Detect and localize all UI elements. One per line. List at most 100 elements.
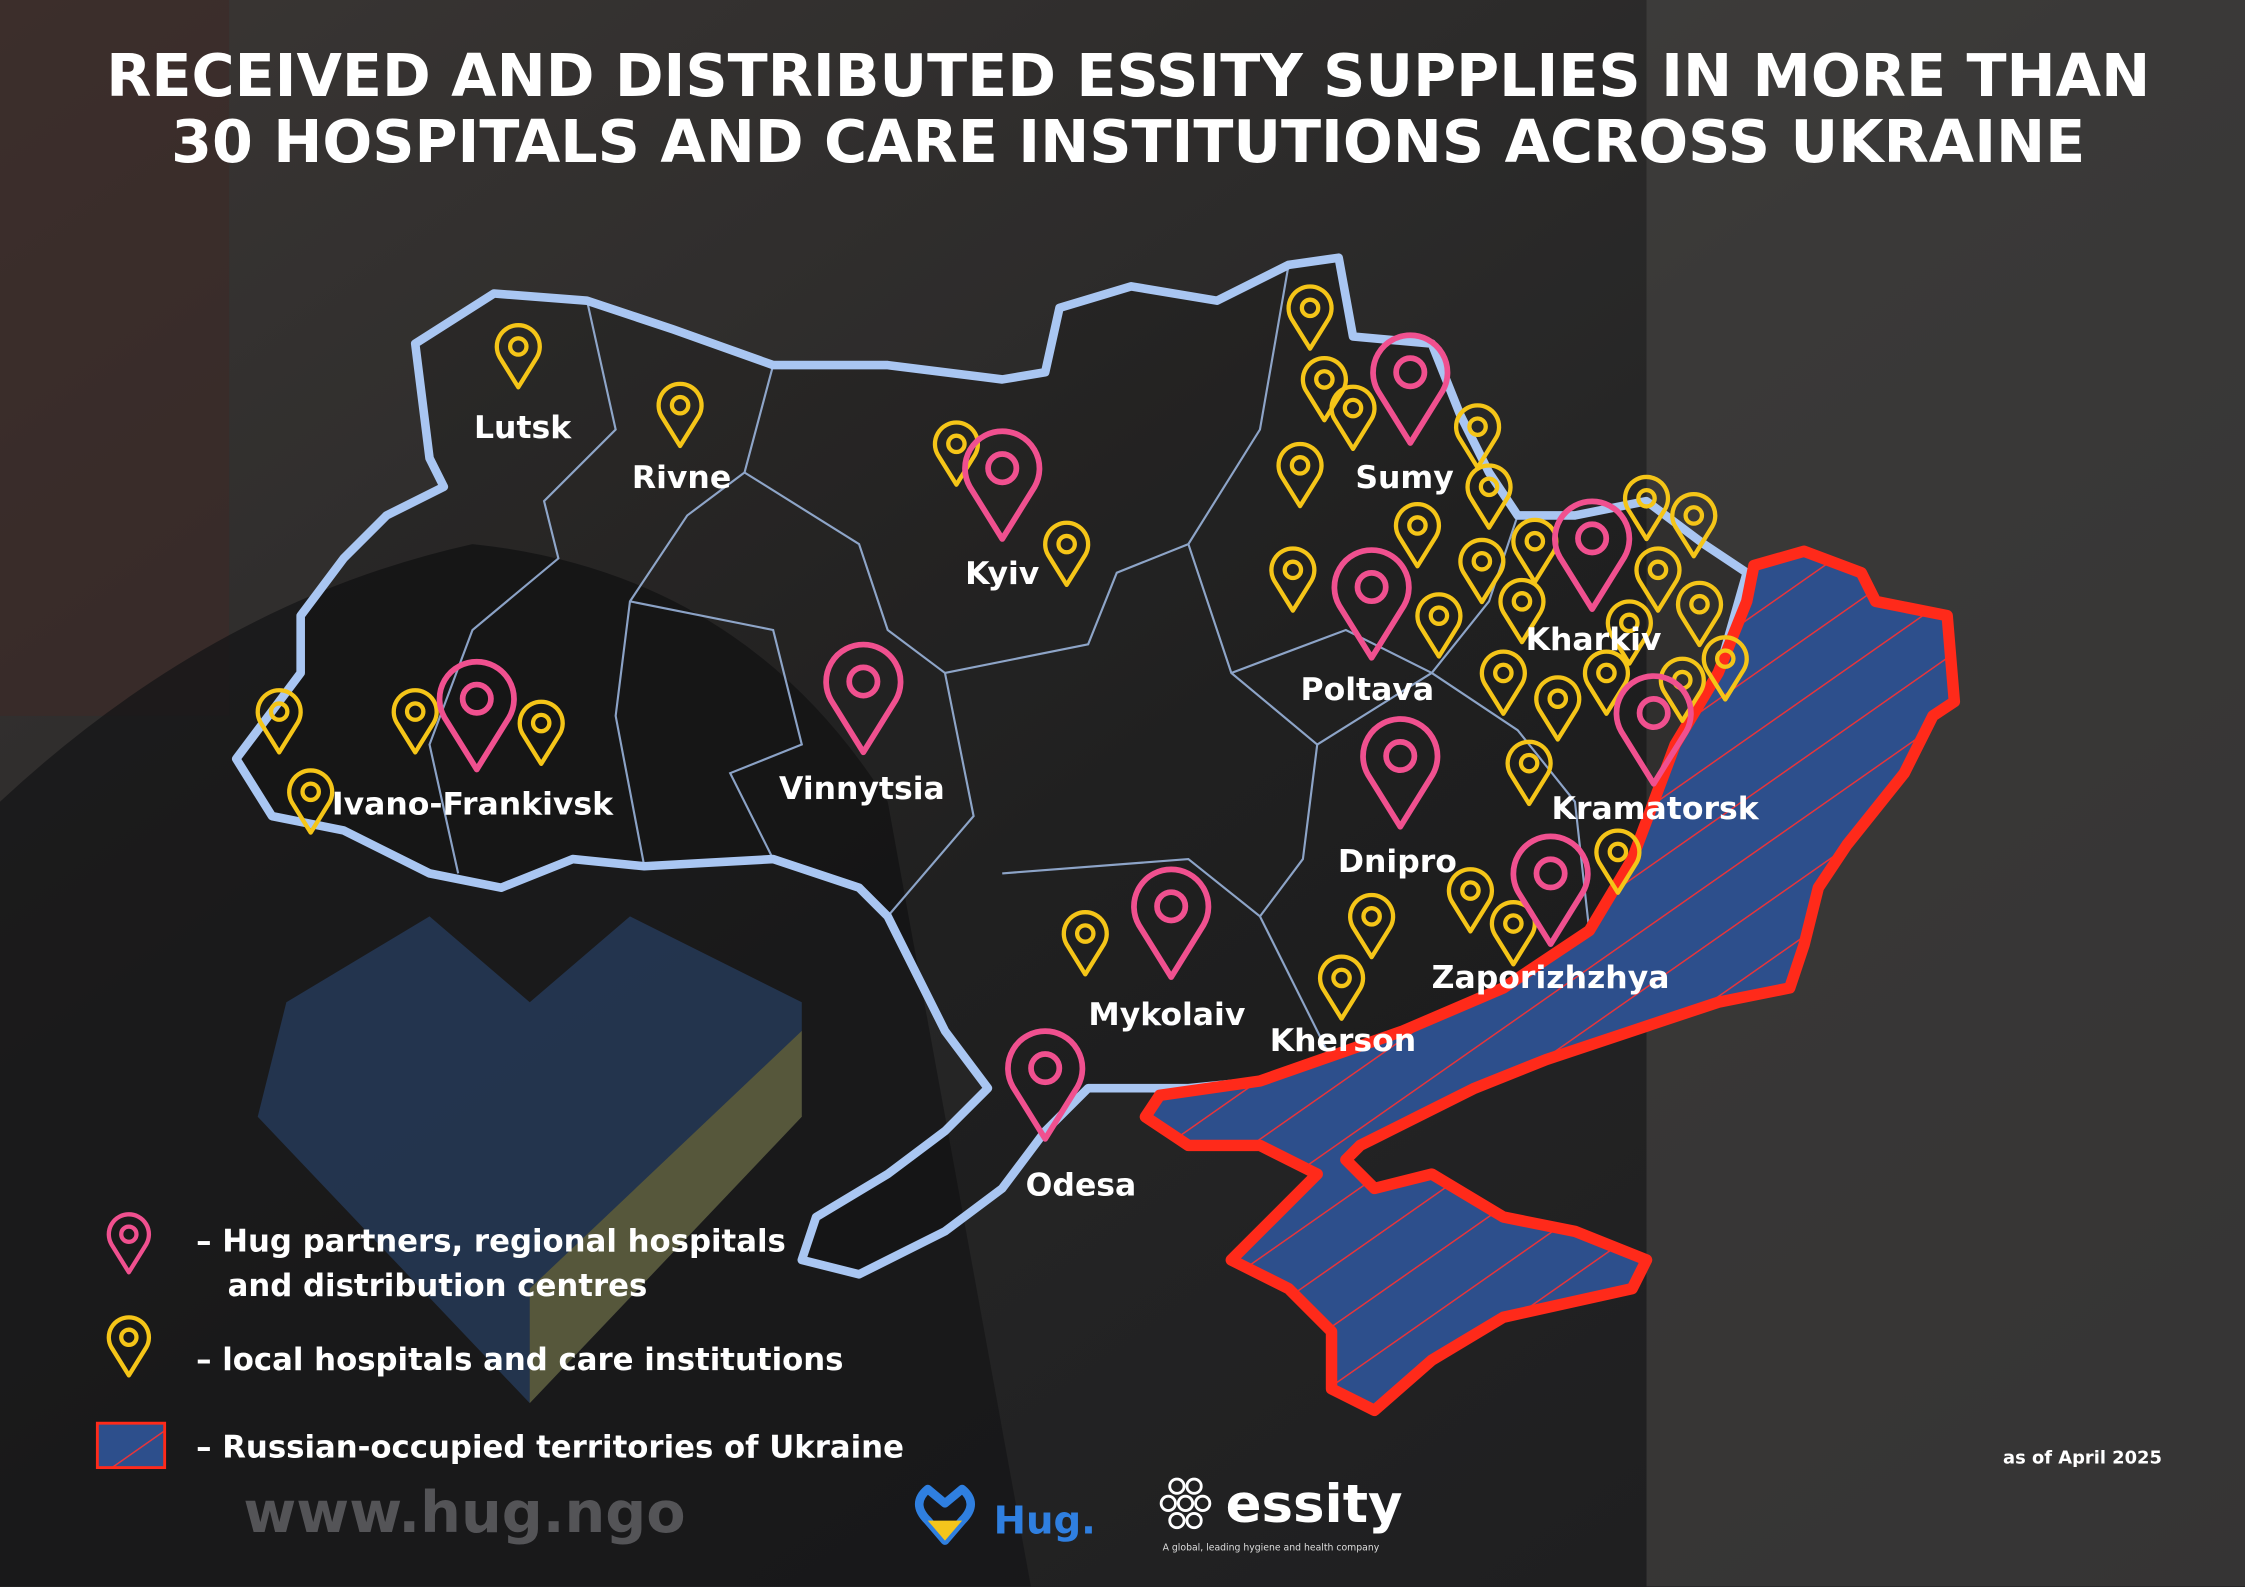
pin-outline bbox=[1331, 547, 1412, 661]
local-hospital-pin bbox=[932, 420, 981, 487]
legend-text: – Hug partners, regional hospitals bbox=[196, 1223, 786, 1259]
pin-outline bbox=[1415, 592, 1463, 659]
pin-outline bbox=[436, 658, 517, 773]
pin-outline bbox=[1534, 675, 1582, 742]
pin-outline bbox=[255, 688, 303, 755]
pin-dot bbox=[1596, 662, 1617, 684]
local-hospital-pin bbox=[1505, 739, 1553, 807]
pin-outline bbox=[1269, 546, 1317, 613]
legend-pin-partner bbox=[106, 1212, 152, 1275]
city-label: Zaporizhzhya bbox=[1432, 960, 1670, 996]
shirt-text: www.hug.ngo bbox=[243, 1479, 685, 1546]
local-hospital-pin bbox=[656, 381, 704, 449]
local-hospital-pin bbox=[1498, 577, 1546, 645]
pin-dot bbox=[1299, 297, 1321, 319]
pin-outline bbox=[656, 381, 704, 449]
pin-dot bbox=[946, 433, 967, 455]
pin-dot bbox=[1533, 856, 1568, 891]
wall-shape bbox=[0, 0, 230, 716]
local-hospital-pin bbox=[1269, 546, 1317, 613]
local-hospital-pin bbox=[1348, 892, 1396, 960]
essity-logo: essity bbox=[1226, 1474, 1403, 1535]
local-hospital-pin bbox=[494, 323, 542, 390]
legend-text: – Russian-occupied territories of Ukrain… bbox=[196, 1430, 904, 1466]
local-hospital-pin bbox=[1300, 355, 1348, 423]
pin-outline bbox=[1453, 403, 1502, 470]
pin-outline bbox=[1348, 892, 1396, 960]
pin-dot bbox=[507, 336, 529, 357]
pin-dot bbox=[1683, 505, 1705, 526]
legend-pin-local bbox=[106, 1315, 152, 1378]
hug-partner-pin bbox=[1131, 866, 1212, 980]
city-label: Sumy bbox=[1355, 460, 1453, 496]
pin-dot bbox=[1460, 880, 1481, 901]
pin-dot bbox=[1524, 530, 1546, 552]
local-hospital-pin bbox=[1453, 403, 1502, 470]
pin-outline bbox=[1061, 910, 1109, 977]
city-label: Kramatorsk bbox=[1552, 791, 1760, 827]
hug-partner-pin bbox=[1370, 332, 1451, 446]
hug-partner-pin bbox=[962, 428, 1043, 542]
pin-dot bbox=[1467, 416, 1488, 437]
pin-outline bbox=[1498, 577, 1546, 645]
pin-outline bbox=[1670, 491, 1718, 559]
city-label: Poltava bbox=[1301, 672, 1435, 708]
local-hospital-pin bbox=[1061, 910, 1109, 977]
local-hospital-pin bbox=[1415, 592, 1463, 659]
local-hospital-pin bbox=[1670, 491, 1718, 559]
pin-dot bbox=[1511, 591, 1533, 612]
pin-outline bbox=[1286, 284, 1334, 351]
pin-dot bbox=[404, 701, 426, 722]
date-note: as of April 2025 bbox=[2003, 1447, 2162, 1468]
city-label: Odesa bbox=[1026, 1168, 1137, 1204]
pin-dot bbox=[1154, 889, 1189, 924]
legend: – Hug partners, regional hospitals and d… bbox=[95, 1223, 904, 1470]
legend-swatch bbox=[95, 1421, 167, 1470]
hug-partner-pin bbox=[1360, 716, 1441, 830]
pin-dot bbox=[1354, 570, 1389, 605]
shirt-heart bbox=[257, 916, 802, 1404]
city-label: Vinnytsia bbox=[779, 771, 945, 807]
local-hospital-pin bbox=[1675, 580, 1724, 648]
pin-outline bbox=[1582, 649, 1631, 716]
pin-outline bbox=[1360, 716, 1441, 830]
hug-partner-pin bbox=[1613, 673, 1694, 787]
local-hospital-pin bbox=[1446, 867, 1495, 934]
pins bbox=[255, 284, 1749, 1142]
hug-partner-pin bbox=[1005, 1028, 1086, 1142]
pin-outline bbox=[1393, 502, 1442, 569]
pin-outline bbox=[287, 768, 335, 835]
local-hospital-pin bbox=[1594, 828, 1642, 895]
pin-dot bbox=[1282, 559, 1304, 581]
city-label: Ivano-Frankivsk bbox=[332, 787, 614, 823]
hug-partner-pin bbox=[436, 658, 517, 773]
city-label: Rivne bbox=[632, 460, 731, 496]
pin-outline bbox=[1317, 954, 1366, 1021]
pin-dot bbox=[985, 451, 1020, 486]
pin-outline bbox=[1701, 635, 1749, 702]
essity-tagline: A global, leading hygiene and health com… bbox=[1163, 1543, 1380, 1554]
local-hospital-pin bbox=[287, 768, 335, 835]
pin-outline bbox=[823, 641, 904, 756]
pin-dot bbox=[1056, 533, 1077, 555]
local-hospital-pin bbox=[1317, 954, 1366, 1021]
pin-dot bbox=[1407, 515, 1428, 536]
pin-dot bbox=[459, 681, 494, 716]
pin-outline bbox=[1329, 384, 1377, 452]
pin-outline bbox=[1594, 828, 1642, 895]
local-hospital-pin bbox=[255, 688, 303, 755]
pin-dot bbox=[1383, 738, 1418, 773]
pin-outline bbox=[1465, 463, 1513, 530]
pin-outline bbox=[962, 428, 1043, 542]
pin-outline bbox=[1276, 441, 1324, 509]
pin-dot bbox=[1074, 923, 1096, 944]
city-label: Kyiv bbox=[965, 556, 1040, 592]
pin-outline bbox=[1005, 1028, 1086, 1142]
pin-outline bbox=[1479, 649, 1527, 716]
pin-dot bbox=[1393, 355, 1428, 390]
pin-dot bbox=[1028, 1051, 1063, 1086]
city-label: Mykolaiv bbox=[1088, 997, 1245, 1033]
pin-outline bbox=[1510, 833, 1591, 947]
pin-dot bbox=[1619, 612, 1640, 634]
